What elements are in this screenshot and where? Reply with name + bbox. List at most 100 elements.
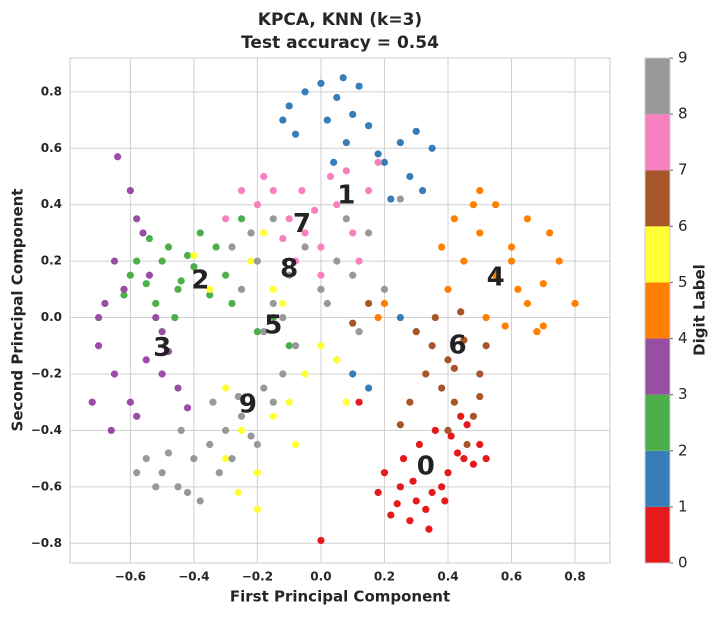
point [190, 251, 198, 260]
point [317, 536, 325, 545]
point [114, 153, 122, 161]
point [460, 455, 468, 463]
point [158, 469, 166, 477]
point [342, 167, 350, 175]
point [269, 285, 277, 293]
point [247, 257, 255, 265]
y-tick-label: −0.8 [31, 536, 62, 550]
point [317, 79, 325, 87]
x-axis-label: First Principal Component [230, 588, 450, 606]
point [469, 460, 478, 468]
point [447, 432, 455, 440]
point [133, 469, 141, 477]
point [444, 356, 452, 364]
point [174, 285, 182, 293]
x-tick-label: −0.6 [115, 570, 146, 584]
point [476, 370, 484, 378]
point [222, 455, 230, 463]
point [396, 195, 404, 203]
point [380, 299, 389, 308]
point [196, 229, 204, 237]
point [164, 243, 173, 251]
point [183, 488, 192, 497]
y-tick-label: 0.6 [41, 141, 62, 155]
point [374, 158, 382, 166]
point [145, 234, 154, 243]
point [317, 243, 325, 251]
point [285, 398, 293, 406]
point [393, 500, 401, 508]
point [190, 455, 198, 463]
point [428, 488, 436, 497]
point [539, 280, 547, 288]
y-tick-label: 0.4 [41, 197, 62, 211]
point [158, 328, 166, 336]
point [142, 280, 150, 288]
colorbar-segment [645, 114, 670, 171]
point [317, 285, 325, 293]
point [291, 342, 300, 350]
point [571, 299, 579, 308]
point [444, 285, 452, 293]
point [253, 469, 262, 477]
point [291, 440, 300, 449]
point [260, 384, 268, 392]
cluster-label: 1 [337, 181, 355, 211]
point [279, 116, 287, 124]
point [406, 517, 414, 525]
point [364, 122, 373, 130]
point [228, 299, 236, 308]
point [523, 299, 532, 308]
point [422, 370, 430, 378]
point [215, 469, 223, 477]
point [107, 426, 115, 435]
colorbar-segment [645, 226, 670, 283]
point [291, 130, 300, 138]
colorbar-segment [645, 170, 670, 227]
x-tick-label: 0.6 [501, 570, 522, 584]
point [279, 370, 287, 378]
point [380, 285, 389, 293]
point [438, 243, 446, 251]
point [406, 398, 414, 406]
point [412, 497, 420, 505]
point [555, 257, 563, 265]
point [441, 497, 449, 505]
point [285, 215, 293, 223]
point [364, 299, 373, 308]
point [326, 172, 335, 181]
colorbar-frame [644, 57, 671, 564]
y-tick-label: −0.2 [31, 366, 62, 380]
point [492, 271, 500, 279]
point [120, 285, 128, 293]
point [460, 336, 468, 344]
point [355, 328, 363, 336]
point [279, 234, 287, 243]
point [457, 308, 465, 316]
point [355, 257, 363, 265]
point [222, 271, 230, 279]
point [164, 347, 173, 356]
point [228, 455, 236, 463]
point [260, 229, 268, 237]
point [330, 158, 338, 166]
chart-subtitle: Test accuracy = 0.54 [241, 33, 439, 53]
point [323, 116, 331, 124]
point [364, 186, 373, 195]
point [349, 271, 357, 279]
y-tick-label: −0.6 [31, 479, 62, 493]
point [428, 144, 436, 152]
point [380, 158, 389, 166]
point [533, 328, 541, 336]
point [333, 356, 341, 364]
x-tick-label: −0.4 [178, 570, 209, 584]
point [422, 505, 430, 513]
point [279, 313, 287, 322]
point [212, 243, 220, 251]
point [317, 271, 325, 279]
point [301, 243, 309, 251]
point [237, 186, 246, 195]
point [396, 313, 404, 322]
point [206, 291, 214, 299]
